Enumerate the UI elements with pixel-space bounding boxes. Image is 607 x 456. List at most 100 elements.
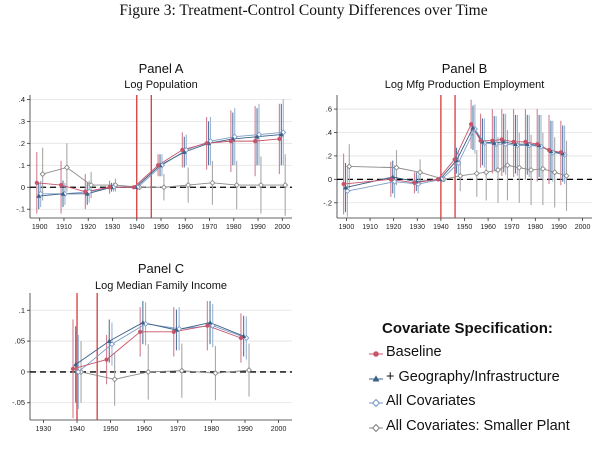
panel-c-ytick-label: 0: [21, 367, 25, 376]
panel-c-series2-line: [75, 322, 244, 365]
panel-b-series1-point: [478, 138, 483, 143]
panel-c-xtick-label: 1960: [136, 426, 152, 433]
panel-a-series2-point: [254, 134, 260, 139]
panel-a-title: Panel A: [139, 61, 184, 76]
panel-c-series3-point: [209, 322, 216, 329]
panel-c-ytick-label: .1: [19, 306, 25, 315]
panel-a-series1-point: [131, 185, 136, 190]
panel-b-series1-point: [469, 122, 474, 127]
panel-a-xtick-label: 1990: [250, 224, 266, 231]
panel-a-series4-point: [63, 164, 70, 171]
panel-b-ytick-label: 0: [328, 175, 332, 184]
panel-a-xtick-label: 1970: [202, 224, 218, 231]
panel-b-title: Panel B: [442, 61, 488, 76]
panel-a-series4-point: [39, 171, 46, 178]
panel-a-series3-point: [86, 188, 93, 195]
panel-b-ytick-label: -.2: [323, 198, 332, 207]
panel-b-series3-point: [344, 188, 351, 195]
panel-b-subtitle: Log Mfg Production Employment: [385, 79, 545, 91]
panel-b-xtick-label: 1990: [551, 224, 567, 231]
panel-b-series1-point: [490, 138, 495, 143]
panel-a-series1-point: [58, 182, 64, 188]
panel-b-series1-point: [412, 180, 417, 185]
panel-a-xtick-label: 1950: [153, 224, 169, 231]
panel-b-series1-point: [341, 181, 346, 187]
panel-b-series1-point: [523, 139, 528, 144]
panel-c-series1-point: [138, 329, 143, 334]
panel-b-series4-point: [457, 172, 464, 179]
panel-c-series2-point: [106, 338, 112, 343]
panel-a-series1-point: [83, 189, 88, 194]
panel-a-series1-point: [155, 163, 161, 168]
panel-c-ytick-label: -.05: [12, 398, 25, 407]
panel-c-subtitle: Log Median Family Income: [95, 280, 227, 292]
panel-b-series2-point: [524, 141, 530, 146]
panel-b-series1-point: [535, 142, 540, 147]
panel-a-series2-point: [181, 149, 187, 154]
panel-b-series4-point: [563, 172, 570, 179]
legend-label-baseline: Baseline: [386, 344, 442, 360]
panel-b-series4-point: [473, 170, 480, 177]
panel-a-series4-point: [185, 182, 192, 189]
panel-a-xtick-label: 1960: [177, 224, 193, 231]
legend-item-smaller-plant: All Covariates: Smaller Plant: [368, 416, 603, 441]
panel-b-series1-point: [511, 139, 516, 144]
panel-b-series1-point: [388, 177, 393, 182]
panel-b-series1-point: [452, 157, 457, 162]
figure-title: Figure 3: Treatment-Control County Diffe…: [119, 2, 488, 19]
panel-c-xtick-label: 1950: [103, 426, 119, 433]
panel-b-series2-point: [470, 125, 476, 130]
panel-c-title: Panel C: [138, 261, 184, 276]
panel-c-series1-point: [104, 357, 109, 362]
panel-a-ytick-label: -.1: [16, 205, 25, 214]
panel-b-ytick-label: .6: [326, 105, 332, 114]
panel-a-xtick-label: 1910: [56, 224, 72, 231]
legend-label-smaller-plant: All Covariates: Smaller Plant: [386, 417, 570, 434]
panel-b-series4-point: [483, 169, 490, 176]
panel-b-xtick-label: 1970: [504, 224, 520, 231]
panel-a-series1-point: [180, 147, 185, 153]
panel-c-xtick-label: 1940: [69, 426, 85, 433]
panel-c-series4-point: [111, 376, 118, 383]
panel-a-xtick-label: 2000: [275, 224, 291, 231]
panel-c-series1-point: [70, 366, 76, 371]
panel-b-ytick-label: .4: [326, 128, 332, 137]
panel-b-xtick-label: 1940: [433, 224, 449, 231]
panel-c-series4-line: [80, 369, 250, 380]
panel-c-xtick-label: 1980: [204, 426, 220, 433]
panel-b-xtick-label: 1960: [480, 224, 496, 231]
panel-b-xtick-label: 1900: [339, 224, 355, 231]
panel-a-xtick-label: 1930: [105, 224, 121, 231]
panel-a-subtitle: Log Population: [124, 79, 197, 91]
panel-b-series4-point: [528, 166, 535, 174]
panel-b-series4-point: [417, 169, 424, 176]
panel-a-series3-point: [231, 133, 238, 140]
panel-c-series4-point: [178, 367, 185, 374]
legend-item-geography: + Geography/Infrastructure: [368, 367, 603, 392]
legend-label-geography: + Geography/Infrastructure: [386, 368, 560, 385]
legend-item-baseline: Baseline: [368, 342, 603, 367]
panel-c-series4-point: [245, 367, 253, 374]
panel-b-series1-point: [435, 177, 441, 182]
panel-b-series4-point: [539, 165, 546, 172]
panel-a-series4-point: [209, 179, 216, 186]
panel-b-xtick-label: 1920: [386, 224, 402, 231]
panel-a-series3-point: [255, 131, 263, 138]
panel-a-series2-point: [84, 191, 90, 196]
panel-c-xtick-label: 1990: [237, 426, 253, 433]
panel-b-series4-point: [551, 169, 558, 176]
panel-a-xtick-label: 1980: [226, 224, 242, 231]
panel-a-xtick-label: 1920: [80, 224, 96, 231]
panel-a-series4-point: [257, 182, 264, 189]
panel-c-series3-point: [176, 325, 183, 332]
panel-a-series4-point: [88, 182, 95, 189]
panel-a-ytick-label: .3: [19, 117, 25, 126]
panel-a-series1-point: [204, 141, 209, 146]
panel-a-series1-point: [277, 136, 282, 142]
panel-a-series2-point: [60, 191, 66, 196]
panel-c-series3-line: [78, 323, 247, 373]
legend-marker-all-covariates: [369, 398, 383, 408]
panel-c-series3-point: [75, 368, 82, 375]
panel-a-series2-point: [278, 131, 284, 137]
panel-b-series3-point: [391, 178, 398, 185]
